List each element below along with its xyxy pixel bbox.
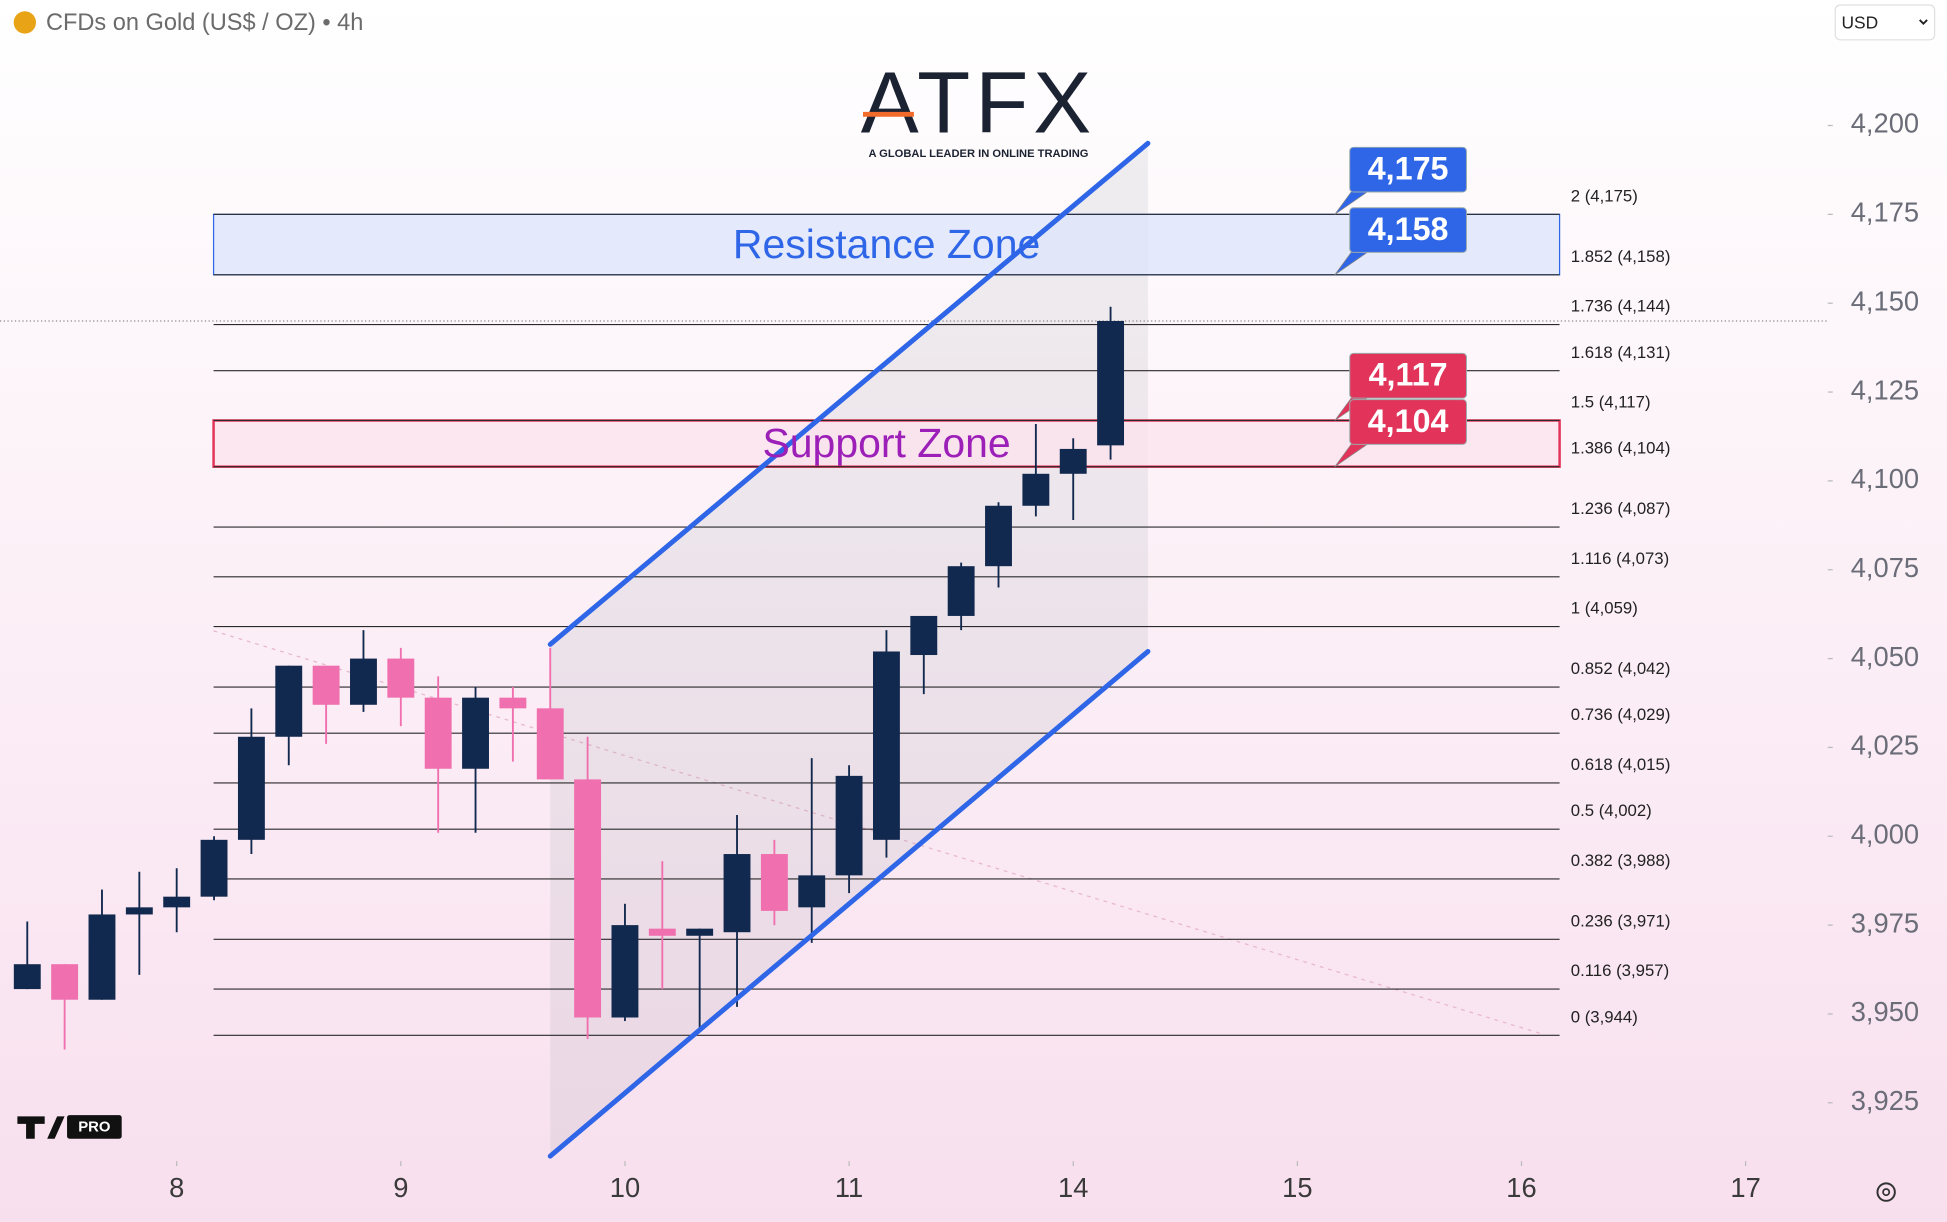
- channel-line: [547, 140, 1151, 647]
- x-tick-label: 16: [1506, 1172, 1536, 1203]
- symbol-icon: [13, 11, 37, 34]
- candle-body: [611, 925, 639, 1018]
- y-tick-label: 4,150: [1851, 285, 1919, 316]
- fib-label: 0.382 (3,988): [1571, 851, 1671, 870]
- candle-body: [51, 964, 79, 1000]
- candle-body: [798, 875, 826, 908]
- badge: [67, 1115, 122, 1139]
- x-tick-label: 15: [1282, 1172, 1312, 1203]
- fib-label: 1.116 (4,073): [1571, 549, 1669, 568]
- candle-body: [499, 697, 527, 709]
- candle-body: [424, 697, 452, 769]
- candle-body: [350, 658, 377, 705]
- fib-label: 0.618 (4,015): [1571, 755, 1671, 774]
- currency-label: USD: [1841, 12, 1878, 32]
- zone-box: [212, 213, 1561, 276]
- fib-label: 1.5 (4,117): [1571, 393, 1651, 412]
- fib-label: 1.852 (4,158): [1571, 247, 1671, 266]
- candle-body: [648, 928, 676, 936]
- y-tick-label: 4,025: [1851, 730, 1919, 761]
- y-tick-label: 4,200: [1851, 108, 1919, 139]
- fib-label: 1 (4,059): [1571, 599, 1638, 618]
- candle-body: [387, 658, 415, 698]
- y-tick-label: 3,950: [1851, 996, 1919, 1027]
- fib-label: 1.236 (4,087): [1571, 499, 1671, 518]
- candle-body: [163, 896, 191, 908]
- candle-body: [835, 775, 863, 876]
- price-tag-label: 4,104: [1368, 403, 1449, 439]
- candle-body: [947, 566, 975, 616]
- zone-label: Resistance Zone: [733, 221, 1040, 267]
- candle-body: [1059, 448, 1087, 474]
- price-tag-label: 4,117: [1369, 357, 1448, 393]
- candle-body: [1022, 473, 1050, 506]
- fib-label: 0.236 (3,971): [1571, 911, 1671, 930]
- plot: 2 (4,175) 1.852 (4,158) 1.736 (4,144) 1.618…: [0, 108, 1919, 1203]
- price-tag-label: 4,175: [1368, 150, 1449, 186]
- candle-body: [462, 697, 489, 769]
- fib-label: 1.386 (4,104): [1571, 439, 1671, 458]
- y-tick-label: 4,100: [1851, 463, 1919, 494]
- symbol-title: CFDs on Gold (US$ / OZ) • 4h: [46, 9, 363, 35]
- y-tick-label: 4,125: [1851, 374, 1919, 405]
- logo-tagline: A GLOBAL LEADER IN ONLINE TRADING: [868, 148, 1088, 160]
- x-tick-label: 14: [1058, 1172, 1088, 1203]
- y-tick-label: 4,075: [1851, 552, 1919, 583]
- fib-label: 1.736 (4,144): [1571, 297, 1671, 316]
- candle-body: [125, 907, 153, 915]
- channel-fill: [550, 143, 1148, 1157]
- x-tick-label: 11: [835, 1172, 863, 1203]
- candle-body: [760, 854, 788, 911]
- candle-body: [312, 665, 340, 705]
- fib-label: 1.618 (4,131): [1571, 343, 1671, 362]
- y-tick-label: 4,000: [1851, 818, 1919, 849]
- price-tag: [1349, 146, 1467, 193]
- fib-label: 0.116 (3,957): [1571, 961, 1669, 980]
- badge-text: PRO: [78, 1119, 110, 1135]
- fib-label: 0.5 (4,002): [1571, 801, 1652, 820]
- tv-logo: [17, 1116, 65, 1139]
- candle-body: [985, 505, 1012, 567]
- candle-body: [88, 914, 116, 1000]
- price-tag: [1349, 399, 1467, 445]
- candle-body: [723, 854, 751, 933]
- currency-select[interactable]: [1834, 4, 1936, 41]
- candle-body: [872, 651, 900, 840]
- y-tick-label: 3,975: [1851, 907, 1919, 938]
- price-tag: [1349, 207, 1467, 253]
- fib-label: 2 (4,175): [1571, 186, 1638, 205]
- x-tick-label: 10: [610, 1172, 640, 1203]
- fib-label: 0.736 (4,029): [1571, 705, 1671, 724]
- candle-body: [275, 665, 303, 737]
- y-tick-label: 4,050: [1851, 641, 1919, 672]
- price-tag-label: 4,158: [1368, 211, 1449, 247]
- candle-body: [686, 928, 714, 936]
- settings-icon[interactable]: [1876, 1182, 1896, 1202]
- chevron: [1919, 19, 1928, 25]
- candle-body: [13, 964, 41, 990]
- x-tick-label: 9: [393, 1172, 408, 1203]
- fib-label: 0 (3,944): [1571, 1007, 1638, 1026]
- y-tick-label: 4,175: [1851, 197, 1919, 228]
- settings-icon-core: [1882, 1188, 1891, 1197]
- candle-body: [1097, 320, 1125, 446]
- zone-label: Support Zone: [762, 420, 1010, 466]
- candle-body: [237, 736, 265, 840]
- channel-line: [547, 648, 1151, 1159]
- candle-body: [910, 615, 938, 656]
- candle-body: [574, 779, 602, 1018]
- candle-body: [536, 708, 564, 780]
- candle-body: [200, 839, 228, 897]
- logo: ATFX: [861, 54, 1097, 151]
- y-tick-label: 3,925: [1851, 1085, 1919, 1116]
- fib-label: 0.852 (4,042): [1571, 659, 1671, 678]
- x-tick-label: 17: [1730, 1172, 1760, 1203]
- price-tag: [1349, 352, 1467, 399]
- x-tick-label: 8: [169, 1172, 184, 1203]
